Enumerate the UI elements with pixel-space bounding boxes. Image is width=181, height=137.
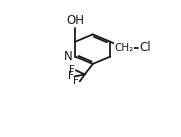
Text: F: F (69, 65, 75, 75)
Text: OH: OH (66, 14, 84, 27)
Text: F: F (73, 76, 79, 86)
Text: N: N (64, 50, 73, 63)
Text: CH₂: CH₂ (115, 43, 134, 53)
Text: Cl: Cl (139, 41, 151, 54)
Text: F: F (68, 72, 73, 82)
